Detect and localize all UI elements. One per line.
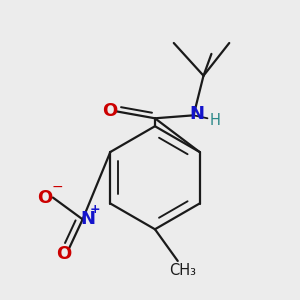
Text: H: H bbox=[210, 113, 221, 128]
Text: −: − bbox=[51, 180, 63, 194]
Text: +: + bbox=[89, 203, 100, 216]
Text: O: O bbox=[56, 245, 71, 263]
Text: N: N bbox=[80, 210, 95, 228]
Text: N: N bbox=[189, 105, 204, 123]
Text: O: O bbox=[102, 102, 117, 120]
Text: CH₃: CH₃ bbox=[169, 263, 196, 278]
Text: O: O bbox=[38, 189, 52, 207]
